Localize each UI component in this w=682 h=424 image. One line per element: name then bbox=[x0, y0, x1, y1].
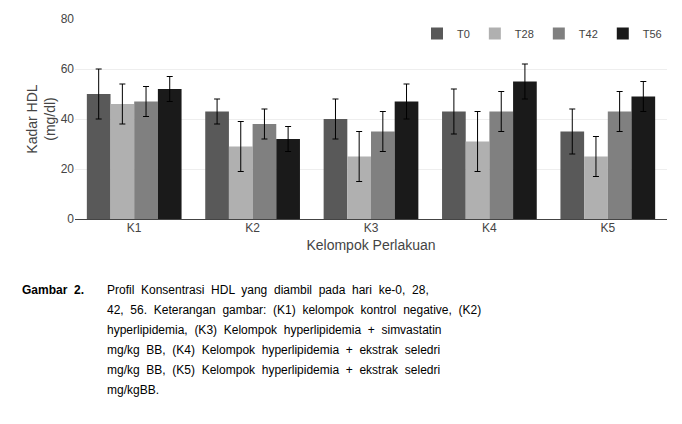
svg-text:K4: K4 bbox=[482, 221, 497, 235]
svg-text:K5: K5 bbox=[600, 221, 615, 235]
svg-text:mg/kg BB, (K5) Kelompok hy: mg/kg BB, (K5) Kelompok hyperlipidemia +… bbox=[107, 363, 440, 377]
svg-text:T42: T42 bbox=[579, 28, 598, 40]
svg-text:K3: K3 bbox=[364, 221, 379, 235]
svg-text:Profil Konsentrasi HDL yang: Profil Konsentrasi HDL yang diambil pada… bbox=[107, 283, 429, 297]
svg-text:0: 0 bbox=[67, 212, 74, 226]
svg-text:20: 20 bbox=[61, 162, 75, 176]
svg-text:80: 80 bbox=[61, 12, 75, 26]
svg-text:T28: T28 bbox=[515, 28, 534, 40]
svg-text:Gambar 2.: Gambar 2. bbox=[22, 283, 84, 297]
svg-text:60: 60 bbox=[61, 62, 75, 76]
svg-text:K1: K1 bbox=[127, 221, 142, 235]
svg-text:hyperlipidemia, (K3) Kelompo: hyperlipidemia, (K3) Kelompok hyperlipid… bbox=[107, 323, 441, 337]
svg-text:Kelompok Perlakuan: Kelompok Perlakuan bbox=[306, 237, 435, 253]
svg-text:40: 40 bbox=[61, 112, 75, 126]
svg-text:Kadar HDL(mg/dl): Kadar HDL(mg/dl) bbox=[24, 84, 58, 153]
svg-text:T56: T56 bbox=[643, 28, 662, 40]
svg-text:mg/kg BB, (K4) Kelompok hy: mg/kg BB, (K4) Kelompok hyperlipidemia +… bbox=[107, 343, 440, 357]
svg-text:mg/kgBB.: mg/kgBB. bbox=[107, 383, 159, 397]
svg-text:T0: T0 bbox=[457, 28, 470, 40]
svg-text:42, 56. Keterangan gambar:: 42, 56. Keterangan gambar: (K1) kelompok… bbox=[107, 303, 481, 317]
svg-text:K2: K2 bbox=[245, 221, 260, 235]
